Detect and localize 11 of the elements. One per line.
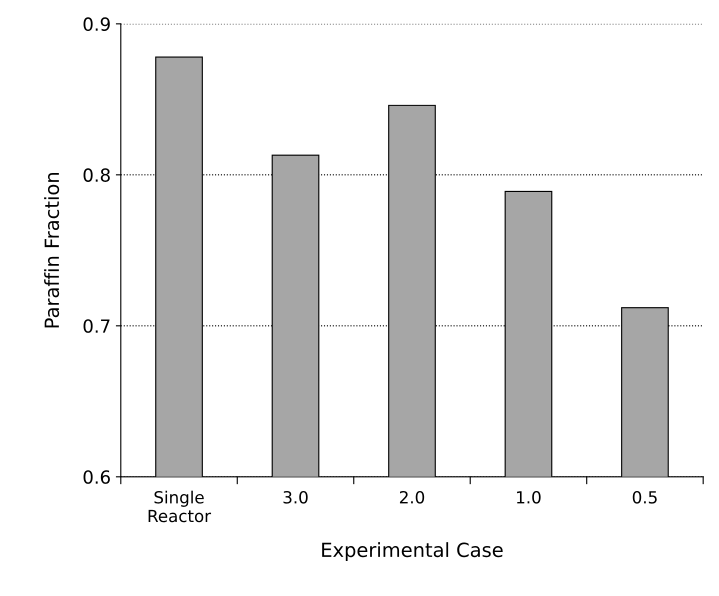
y-tick-label: 0.8	[84, 168, 110, 182]
x-tick-label: 1.0	[517, 490, 541, 504]
y-tick-label: 0.7	[84, 319, 110, 333]
x-tick-label: 3.0	[284, 490, 308, 504]
x-axis-title: Experimental Case	[322, 542, 503, 561]
x-tick-label: Single Reactor	[148, 490, 212, 522]
y-tick-label: 0.9	[84, 17, 110, 31]
y-tick-label: 0.6	[84, 470, 110, 484]
x-tick-label: 2.0	[400, 490, 424, 504]
y-axis-title: Paraffin Fraction	[44, 173, 60, 328]
x-tick-label: 0.5	[632, 490, 657, 504]
